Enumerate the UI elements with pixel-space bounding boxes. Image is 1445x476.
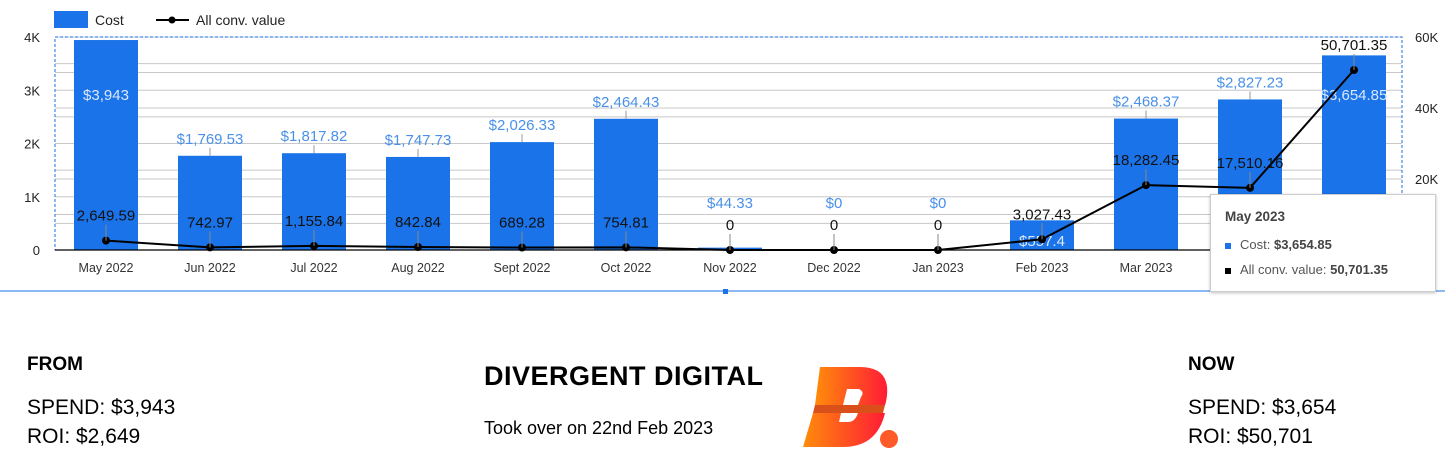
- tooltip-conv-label: All conv. value:: [1240, 262, 1327, 277]
- conv-data-label: 0: [726, 217, 734, 234]
- x-axis-label: Feb 2023: [1016, 261, 1069, 275]
- x-axis-label: Oct 2022: [601, 261, 652, 275]
- cost-data-label: $1,817.82: [281, 128, 348, 145]
- from-spend: SPEND: $3,943: [27, 396, 176, 419]
- tooltip-cost-label: Cost:: [1240, 237, 1271, 252]
- tooltip-conv-value: 50,701.35: [1330, 262, 1388, 277]
- legend-cost-swatch: [54, 11, 88, 28]
- from-heading: FROM: [27, 354, 83, 375]
- left-axis-tick: 1K: [24, 190, 40, 205]
- legend-conv-label: All conv. value: [196, 12, 285, 28]
- x-axis-label: Jun 2022: [184, 261, 235, 275]
- conv-data-label: 1,155.84: [285, 213, 343, 230]
- tooltip-cost-row: Cost: $3,654.85: [1225, 237, 1332, 252]
- conv-data-label: 3,027.43: [1013, 206, 1071, 223]
- right-axis-tick: 40K: [1415, 101, 1438, 116]
- left-axis-tick: 4K: [24, 30, 40, 45]
- conv-data-label: 842.84: [395, 214, 441, 231]
- conv-data-label: 0: [830, 217, 838, 234]
- tooltip-title: May 2023: [1225, 209, 1286, 224]
- x-axis-label: Dec 2022: [807, 261, 861, 275]
- cost-data-label: $0: [930, 195, 947, 212]
- x-axis-label: Aug 2022: [391, 261, 445, 275]
- x-axis-label: Mar 2023: [1120, 261, 1173, 275]
- x-axis-label: Jan 2023: [912, 261, 963, 275]
- chart-tooltip: May 2023 Cost: $3,654.85 All conv. value…: [1210, 194, 1436, 292]
- now-block: NOW SPEND: $3,654 ROI: $50,701: [1188, 350, 1336, 451]
- conv-data-label: 0: [934, 217, 942, 234]
- cost-data-label: $3,943: [83, 87, 129, 104]
- cost-data-label: $1,747.73: [385, 132, 452, 149]
- cost-data-label: $1,769.53: [177, 131, 244, 148]
- conv-data-label: 754.81: [603, 214, 649, 231]
- conv-data-label: 2,649.59: [77, 208, 135, 225]
- tooltip-cost-value: $3,654.85: [1273, 237, 1332, 252]
- x-axis-label: Nov 2022: [703, 261, 757, 275]
- cost-bar: [74, 40, 138, 251]
- left-axis-tick: 3K: [24, 83, 40, 98]
- conv-data-label: 50,701.35: [1321, 37, 1388, 54]
- resize-handle: [723, 289, 728, 294]
- cost-data-label: $2,026.33: [489, 117, 556, 134]
- from-block: FROM SPEND: $3,943 ROI: $2,649: [27, 350, 175, 451]
- brand-block: DIVERGENT DIGITAL Took over on 22nd Feb …: [484, 361, 764, 439]
- cost-data-label: $0: [826, 195, 843, 212]
- brand-subtitle: Took over on 22nd Feb 2023: [484, 418, 714, 438]
- legend-cost-label: Cost: [95, 12, 124, 28]
- left-axis-tick: 0: [33, 243, 40, 258]
- x-axis-label: Sept 2022: [494, 261, 551, 275]
- cost-data-label: $2,468.37: [1113, 94, 1180, 111]
- now-spend: SPEND: $3,654: [1188, 396, 1337, 419]
- conv-data-label: 689.28: [499, 215, 545, 232]
- x-axis-label: Jul 2022: [290, 261, 337, 275]
- right-axis-tick: 60K: [1415, 30, 1438, 45]
- divergent-digital-logo: [803, 367, 898, 448]
- conv-data-label: 742.97: [187, 214, 233, 231]
- tooltip-conv-row: All conv. value: 50,701.35: [1225, 262, 1388, 277]
- left-axis-tick: 2K: [24, 137, 40, 152]
- brand-name: DIVERGENT DIGITAL: [484, 361, 764, 391]
- cost-swatch-icon: [1225, 242, 1231, 249]
- x-axis-label: May 2022: [79, 261, 134, 275]
- legend-conv-marker: [168, 16, 176, 24]
- from-roi: ROI: $2,649: [27, 425, 141, 448]
- cost-data-label: $44.33: [707, 195, 753, 212]
- conv-data-label: 18,282.45: [1113, 152, 1180, 169]
- right-axis-tick: 20K: [1415, 172, 1438, 187]
- now-roi: ROI: $50,701: [1188, 425, 1313, 448]
- cost-data-label: $2,464.43: [593, 94, 660, 111]
- cost-data-label: $3,654.85: [1321, 87, 1388, 104]
- now-heading: NOW: [1188, 354, 1235, 375]
- cost-bar: [594, 118, 658, 250]
- cost-data-label: $2,827.23: [1217, 74, 1284, 91]
- conv-swatch-icon: [1225, 267, 1231, 274]
- conv-data-label: 17,510.16: [1217, 155, 1284, 172]
